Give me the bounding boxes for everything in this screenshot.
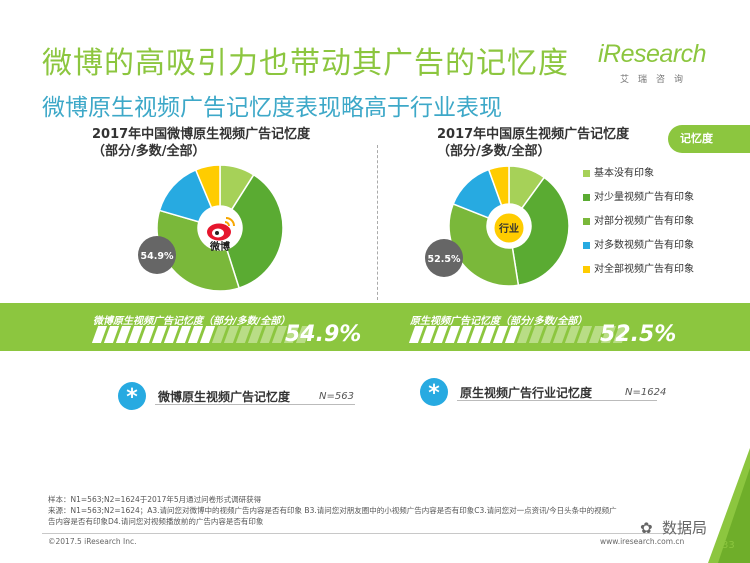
legend-item: 对少量视频广告有印象 bbox=[583, 192, 694, 216]
iresearch-logo: iResearch 艾瑞咨询 bbox=[598, 40, 708, 85]
logo-wordmark: iResearch bbox=[598, 40, 707, 68]
logo-subtitle: 艾瑞咨询 bbox=[620, 75, 693, 85]
left-metric-underline bbox=[155, 404, 355, 405]
legend-swatch bbox=[583, 194, 590, 201]
right-metric-sample: N=1624 bbox=[625, 387, 667, 398]
donut-slice bbox=[448, 202, 520, 287]
right-donut-chart bbox=[448, 165, 570, 287]
weibo-logo-icon bbox=[200, 210, 240, 250]
right-band-value: 52.5% bbox=[600, 322, 677, 347]
right-progress-stripes bbox=[408, 326, 629, 343]
left-chart-title: 2017年中国微博原生视频广告记忆度 （部分/多数/全部） bbox=[92, 126, 310, 160]
donut-slice bbox=[156, 209, 241, 292]
right-chart-title-line1: 2017年中国原生视频广告记忆度 bbox=[437, 127, 630, 142]
right-band-label: 原生视频广告记忆度（部分/多数/全部） bbox=[410, 316, 588, 327]
donut-slice bbox=[511, 176, 570, 287]
left-band-value: 54.9% bbox=[285, 322, 362, 347]
donut-slice bbox=[194, 164, 221, 209]
left-donut-chart bbox=[156, 164, 284, 292]
asterisk-icon: * bbox=[118, 382, 146, 410]
legend-swatch bbox=[583, 218, 590, 225]
watermark-text: 数据局 bbox=[662, 519, 708, 537]
industry-badge bbox=[491, 210, 527, 246]
legend-label: 对多数视频广告有印象 bbox=[594, 240, 694, 251]
legend-swatch bbox=[583, 266, 590, 273]
chart-legend: 基本没有印象 对少量视频广告有印象 对部分视频广告有印象 对多数视频广告有印象 … bbox=[583, 168, 694, 288]
legend-item: 对全部视频广告有印象 bbox=[583, 264, 694, 288]
donut-slice bbox=[225, 173, 284, 289]
left-callout-bubble bbox=[138, 236, 176, 274]
left-chart-title-line2: （部分/多数/全部） bbox=[92, 144, 206, 159]
legend-swatch bbox=[583, 242, 590, 249]
page-title: 微博的高吸引力也带动其广告的记忆度 bbox=[42, 46, 569, 81]
copyright: ©2017.5 iResearch Inc. bbox=[48, 537, 137, 546]
legend-swatch bbox=[583, 170, 590, 177]
legend-label: 对少量视频广告有印象 bbox=[594, 192, 694, 203]
legend-label: 对部分视频广告有印象 bbox=[594, 216, 694, 227]
footer-divider bbox=[42, 533, 682, 534]
page-number: 33 bbox=[722, 540, 735, 551]
page-subtitle: 微博原生视频广告记忆度表现略高于行业表现 bbox=[42, 95, 502, 121]
left-progress-stripes bbox=[91, 326, 312, 343]
website: www.iresearch.com.cn bbox=[600, 537, 685, 546]
legend-item: 对部分视频广告有印象 bbox=[583, 216, 694, 240]
left-center-label: 微博 bbox=[209, 240, 230, 253]
source-notes: 样本：N1=563;N2=1624于2017年5月通过问卷形式调研获得 来源：N… bbox=[48, 494, 617, 527]
right-metric-label: 原生视频广告行业记忆度 bbox=[460, 386, 593, 400]
donut-slice bbox=[487, 165, 510, 207]
source-note-line2: 告内容是否有印象D4.请问您对视频播放前的广告内容是否有印象 bbox=[48, 517, 264, 526]
left-metric-sample: N=563 bbox=[319, 391, 354, 402]
right-callout-value: 52.5% bbox=[428, 254, 461, 265]
legend-item: 对多数视频广告有印象 bbox=[583, 240, 694, 264]
right-center-label: 行业 bbox=[498, 222, 519, 235]
section-tag: 记忆度 bbox=[668, 125, 750, 153]
asterisk-icon: * bbox=[420, 378, 448, 406]
left-metric-label: 微博原生视频广告记忆度 bbox=[158, 390, 291, 404]
donut-charts: 微博 行业 54.9% 52.5% bbox=[138, 164, 570, 292]
legend-label: 基本没有印象 bbox=[594, 168, 654, 179]
sample-note: 样本：N1=563;N2=1624于2017年5月通过问卷形式调研获得 bbox=[48, 495, 262, 504]
chart-divider bbox=[377, 145, 378, 300]
left-band-label: 微博原生视频广告记忆度（部分/多数/全部） bbox=[93, 316, 291, 327]
right-metric-underline bbox=[457, 400, 657, 401]
legend-label: 对全部视频广告有印象 bbox=[594, 264, 694, 275]
legend-item: 基本没有印象 bbox=[583, 168, 694, 192]
left-chart-title-line1: 2017年中国微博原生视频广告记忆度 bbox=[92, 127, 311, 142]
corner-decoration bbox=[708, 448, 750, 563]
wechat-icon: ✿ bbox=[640, 519, 653, 537]
source-note-line1: 来源：N1=563;N2=1624；A3.请问您对微博中的视频广告内容是否有印象… bbox=[48, 506, 617, 515]
right-chart-title: 2017年中国原生视频广告记忆度 （部分/多数/全部） bbox=[437, 126, 629, 160]
right-chart-title-line2: （部分/多数/全部） bbox=[437, 144, 551, 159]
left-callout-value: 54.9% bbox=[141, 251, 174, 262]
right-callout-bubble bbox=[425, 239, 463, 277]
